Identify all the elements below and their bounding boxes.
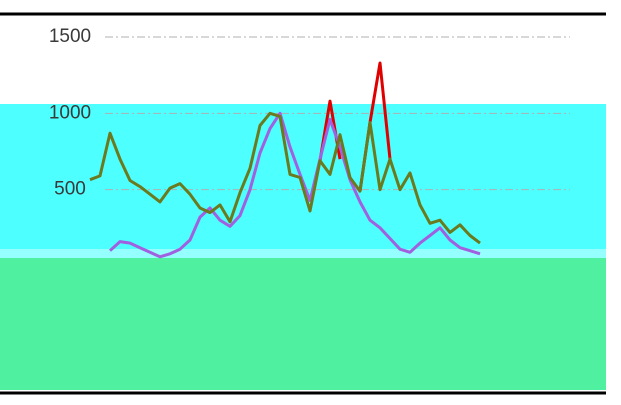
band-gap [0, 249, 606, 258]
y-tick-label: 500 [54, 179, 86, 200]
band-green [0, 258, 606, 390]
band-cyan [0, 104, 606, 249]
plot: 500 1000 1500 [49, 26, 570, 259]
y-tick-label: 1000 [49, 102, 91, 123]
y-tick-label: 1500 [49, 26, 91, 47]
series-line [89, 111, 481, 245]
series-line [108, 111, 481, 259]
